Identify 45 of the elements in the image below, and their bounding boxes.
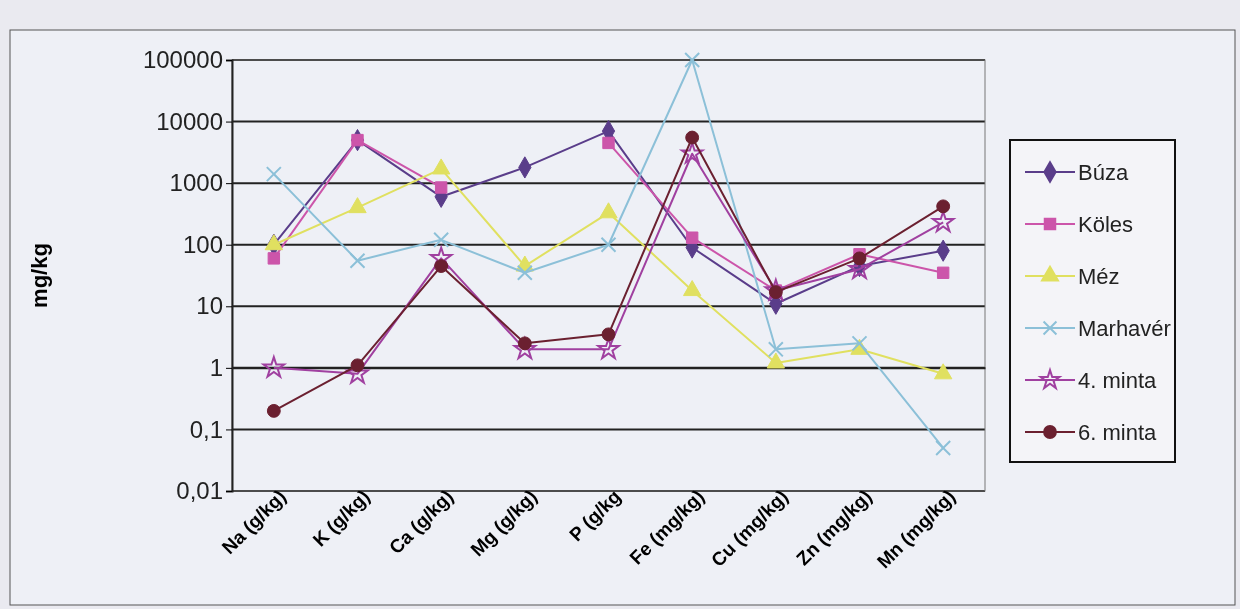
point: [433, 231, 450, 248]
point: [600, 236, 617, 253]
point: [428, 244, 455, 270]
point: [936, 199, 951, 214]
legend-label: Búza: [1078, 159, 1129, 185]
y-tick-label: 1000: [169, 169, 223, 197]
point: [349, 252, 366, 269]
point: [685, 130, 700, 145]
point: [679, 142, 706, 165]
point: [516, 264, 533, 281]
point: [766, 352, 785, 369]
point: [434, 181, 448, 194]
y-tick-label: 100: [182, 230, 223, 258]
y-tick-label: 100000: [142, 46, 223, 74]
point: [683, 280, 702, 297]
point: [601, 327, 616, 342]
point: [852, 251, 867, 266]
point: [936, 266, 950, 279]
point: [935, 439, 952, 456]
point: [264, 234, 283, 251]
legend-label: 6. minta: [1078, 419, 1158, 445]
point: [934, 363, 953, 380]
legend-label: 4. minta: [1078, 367, 1158, 393]
point: [350, 358, 365, 373]
y-tick-label: 0,01: [176, 477, 223, 505]
point: [685, 231, 699, 244]
point: [762, 276, 788, 302]
point: [260, 354, 287, 380]
point: [265, 166, 282, 183]
legend-label: Méz: [1078, 263, 1120, 289]
y-tick-label: 10: [196, 292, 223, 320]
y-axis-title: mg/kg: [27, 243, 52, 308]
y-tick-label: 10000: [156, 107, 223, 135]
point: [602, 136, 615, 150]
point: [267, 252, 281, 265]
point: [434, 259, 449, 273]
point: [684, 51, 701, 69]
y-tick-label: 0,1: [189, 415, 223, 443]
point: [348, 197, 367, 214]
legend-label: Marhavér: [1078, 315, 1171, 341]
point: [767, 341, 784, 358]
point: [266, 403, 281, 418]
y-tick-label: 1: [209, 354, 223, 382]
legend-label: Köles: [1078, 211, 1134, 237]
point: [930, 210, 957, 234]
